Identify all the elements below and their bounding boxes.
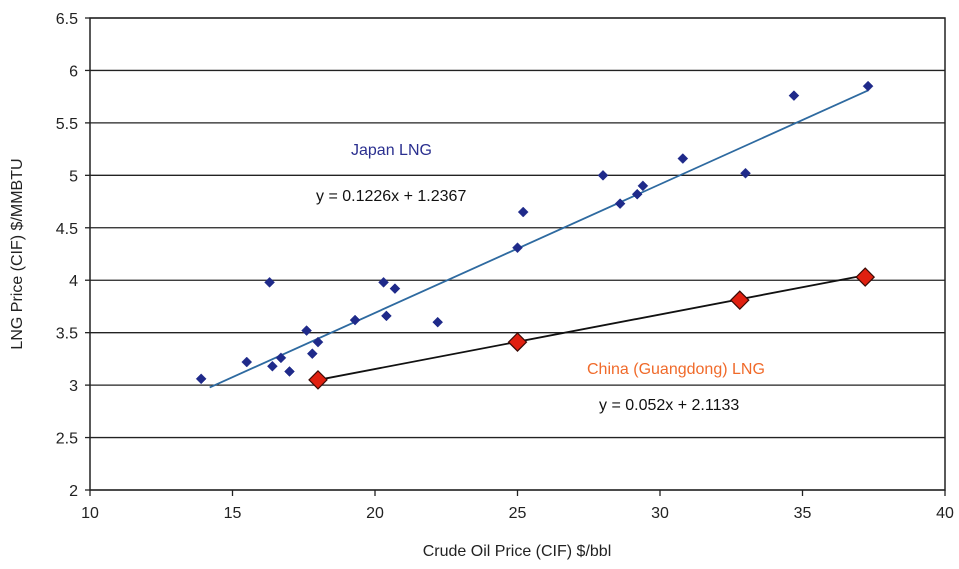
x-tick-label-3: 25	[509, 505, 527, 522]
point-series-0-9	[349, 314, 361, 326]
data-points	[195, 80, 876, 390]
point-series-0-23	[862, 80, 874, 92]
x-axis-title: Crude Oil Price (CIF) $/bbl	[423, 543, 612, 560]
y-tick-label-4: 4	[69, 273, 78, 290]
point-series-1-1	[507, 332, 528, 352]
point-series-0-17	[614, 198, 626, 210]
y-tick-label-3: 3.5	[56, 326, 78, 343]
trendline-0	[209, 89, 869, 389]
point-series-0-15	[517, 206, 529, 218]
point-series-0-1	[241, 356, 253, 368]
point-series-0-16	[597, 169, 609, 181]
point-series-0-3	[267, 360, 278, 372]
point-series-0-8	[312, 336, 324, 348]
point-series-0-13	[432, 316, 444, 328]
point-series-0-2	[264, 276, 275, 288]
point-series-0-4	[275, 352, 287, 364]
point-series-1-0	[308, 370, 328, 390]
point-series-0-14	[512, 242, 523, 254]
point-series-0-6	[301, 325, 312, 336]
point-series-1-3	[855, 267, 876, 287]
y-tick-label-6: 5	[69, 168, 78, 185]
point-series-1-2	[729, 290, 750, 310]
y-tick-label-8: 6	[69, 63, 78, 80]
trendline-1	[317, 274, 866, 381]
x-tick-label-2: 20	[366, 505, 384, 522]
x-tick-label-6: 40	[936, 505, 954, 522]
point-series-0-7	[306, 348, 318, 359]
x-tick-label-0: 10	[81, 505, 99, 522]
point-series-0-11	[381, 310, 392, 322]
point-series-0-18	[631, 188, 643, 200]
y-tick-label-9: 6.5	[56, 11, 78, 28]
point-series-0-22	[788, 90, 800, 101]
series-label-japan-lng: Japan LNG	[351, 142, 432, 159]
y-tick-label-0: 2	[69, 483, 78, 500]
trendlines	[209, 89, 869, 389]
trendline-equation-japan-lng: y = 0.1226x + 1.2367	[316, 188, 466, 205]
point-series-0-10	[378, 276, 389, 288]
x-tick-label-5: 35	[794, 505, 812, 522]
y-axis-ticks: 2 2.5 3 3.5 4 4.5 5 5.5 6 6.5	[56, 11, 90, 500]
y-tick-label-2: 3	[69, 378, 78, 395]
series-label-china-lng: China (Guangdong) LNG	[587, 361, 765, 378]
point-series-0-21	[740, 167, 751, 179]
point-series-0-0	[195, 373, 207, 385]
x-tick-label-1: 15	[224, 505, 242, 522]
x-tick-label-4: 30	[651, 505, 669, 522]
point-series-0-20	[677, 153, 689, 164]
y-tick-label-5: 4.5	[56, 221, 78, 238]
y-tick-label-1: 2.5	[56, 431, 78, 448]
x-axis-ticks: 10 15 20 25 30 35 40	[81, 490, 954, 522]
point-series-0-5	[284, 366, 295, 377]
trendline-equation-china-lng: y = 0.052x + 2.1133	[599, 397, 739, 414]
point-series-0-19	[637, 180, 649, 192]
y-tick-label-7: 5.5	[56, 116, 78, 133]
y-axis-title: LNG Price (CIF) $/MMBTU	[9, 158, 26, 349]
point-series-0-12	[389, 283, 401, 294]
